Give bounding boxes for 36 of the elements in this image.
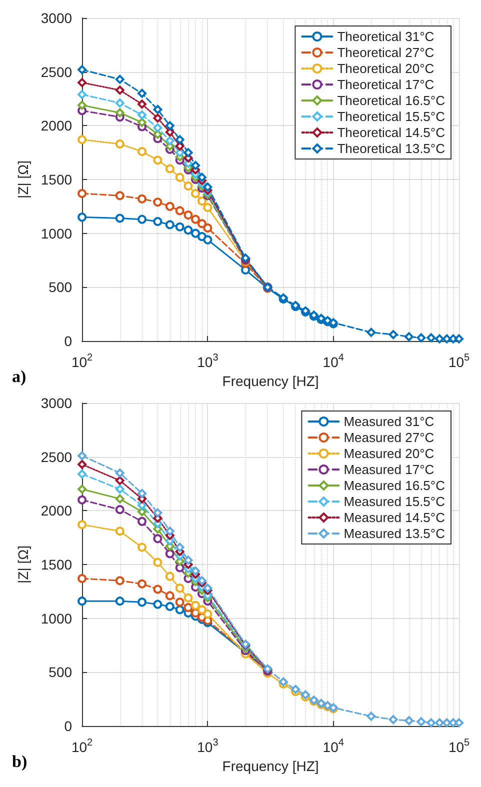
y-tick-label: 500 xyxy=(48,664,72,680)
text: a) xyxy=(12,367,26,386)
x-axis-title: Frequency [HZ] xyxy=(222,758,319,774)
legend-label: Measured 20°C xyxy=(344,446,434,461)
legend-label: Theoretical 27°C xyxy=(337,45,434,60)
y-tick-label: 1000 xyxy=(40,610,72,626)
legend-label: Measured 14.5°C xyxy=(344,510,446,525)
y-tick-label: 1500 xyxy=(40,172,72,188)
y-tick-label: 1000 xyxy=(40,225,72,242)
legend-label: Theoretical 17°C xyxy=(337,77,434,92)
legend-label: Measured 17°C xyxy=(344,462,434,477)
legend-label: Measured 16.5°C xyxy=(344,478,446,493)
y-tick-label: 3000 xyxy=(40,395,72,411)
y-tick-label: 2500 xyxy=(40,64,72,80)
y-tick-label: 2000 xyxy=(40,502,72,519)
legend-label: Theoretical 31°C xyxy=(337,29,434,44)
text: b) xyxy=(12,752,28,771)
legend-label: Measured 15.5°C xyxy=(344,494,446,509)
y-tick-label: 500 xyxy=(48,279,72,296)
y-tick-label: 2500 xyxy=(40,448,72,465)
y-tick-label: 2000 xyxy=(40,118,72,134)
y-axis-title: |Z| [Ω] xyxy=(15,160,31,198)
y-axis-title: |Z| [Ω] xyxy=(15,546,31,584)
legend-label: Theoretical 14.5°C xyxy=(337,125,446,140)
y-tick-label: 3000 xyxy=(40,10,72,26)
legend-label: Theoretical 15.5°C xyxy=(337,109,446,124)
legend-label: Theoretical 13.5°C xyxy=(337,141,446,156)
y-tick-label: 0 xyxy=(64,333,72,349)
y-tick-label: 1500 xyxy=(40,556,72,572)
x-axis-title: Frequency [HZ] xyxy=(222,372,319,389)
legend-label: Measured 31°C xyxy=(344,414,434,429)
legend-label: Theoretical 16.5°C xyxy=(337,93,446,108)
legend-label: Measured 13.5°C xyxy=(344,526,446,541)
y-tick-label: 0 xyxy=(64,718,72,734)
legend-label: Theoretical 20°C xyxy=(337,61,434,76)
legend-label: Measured 27°C xyxy=(344,430,434,445)
